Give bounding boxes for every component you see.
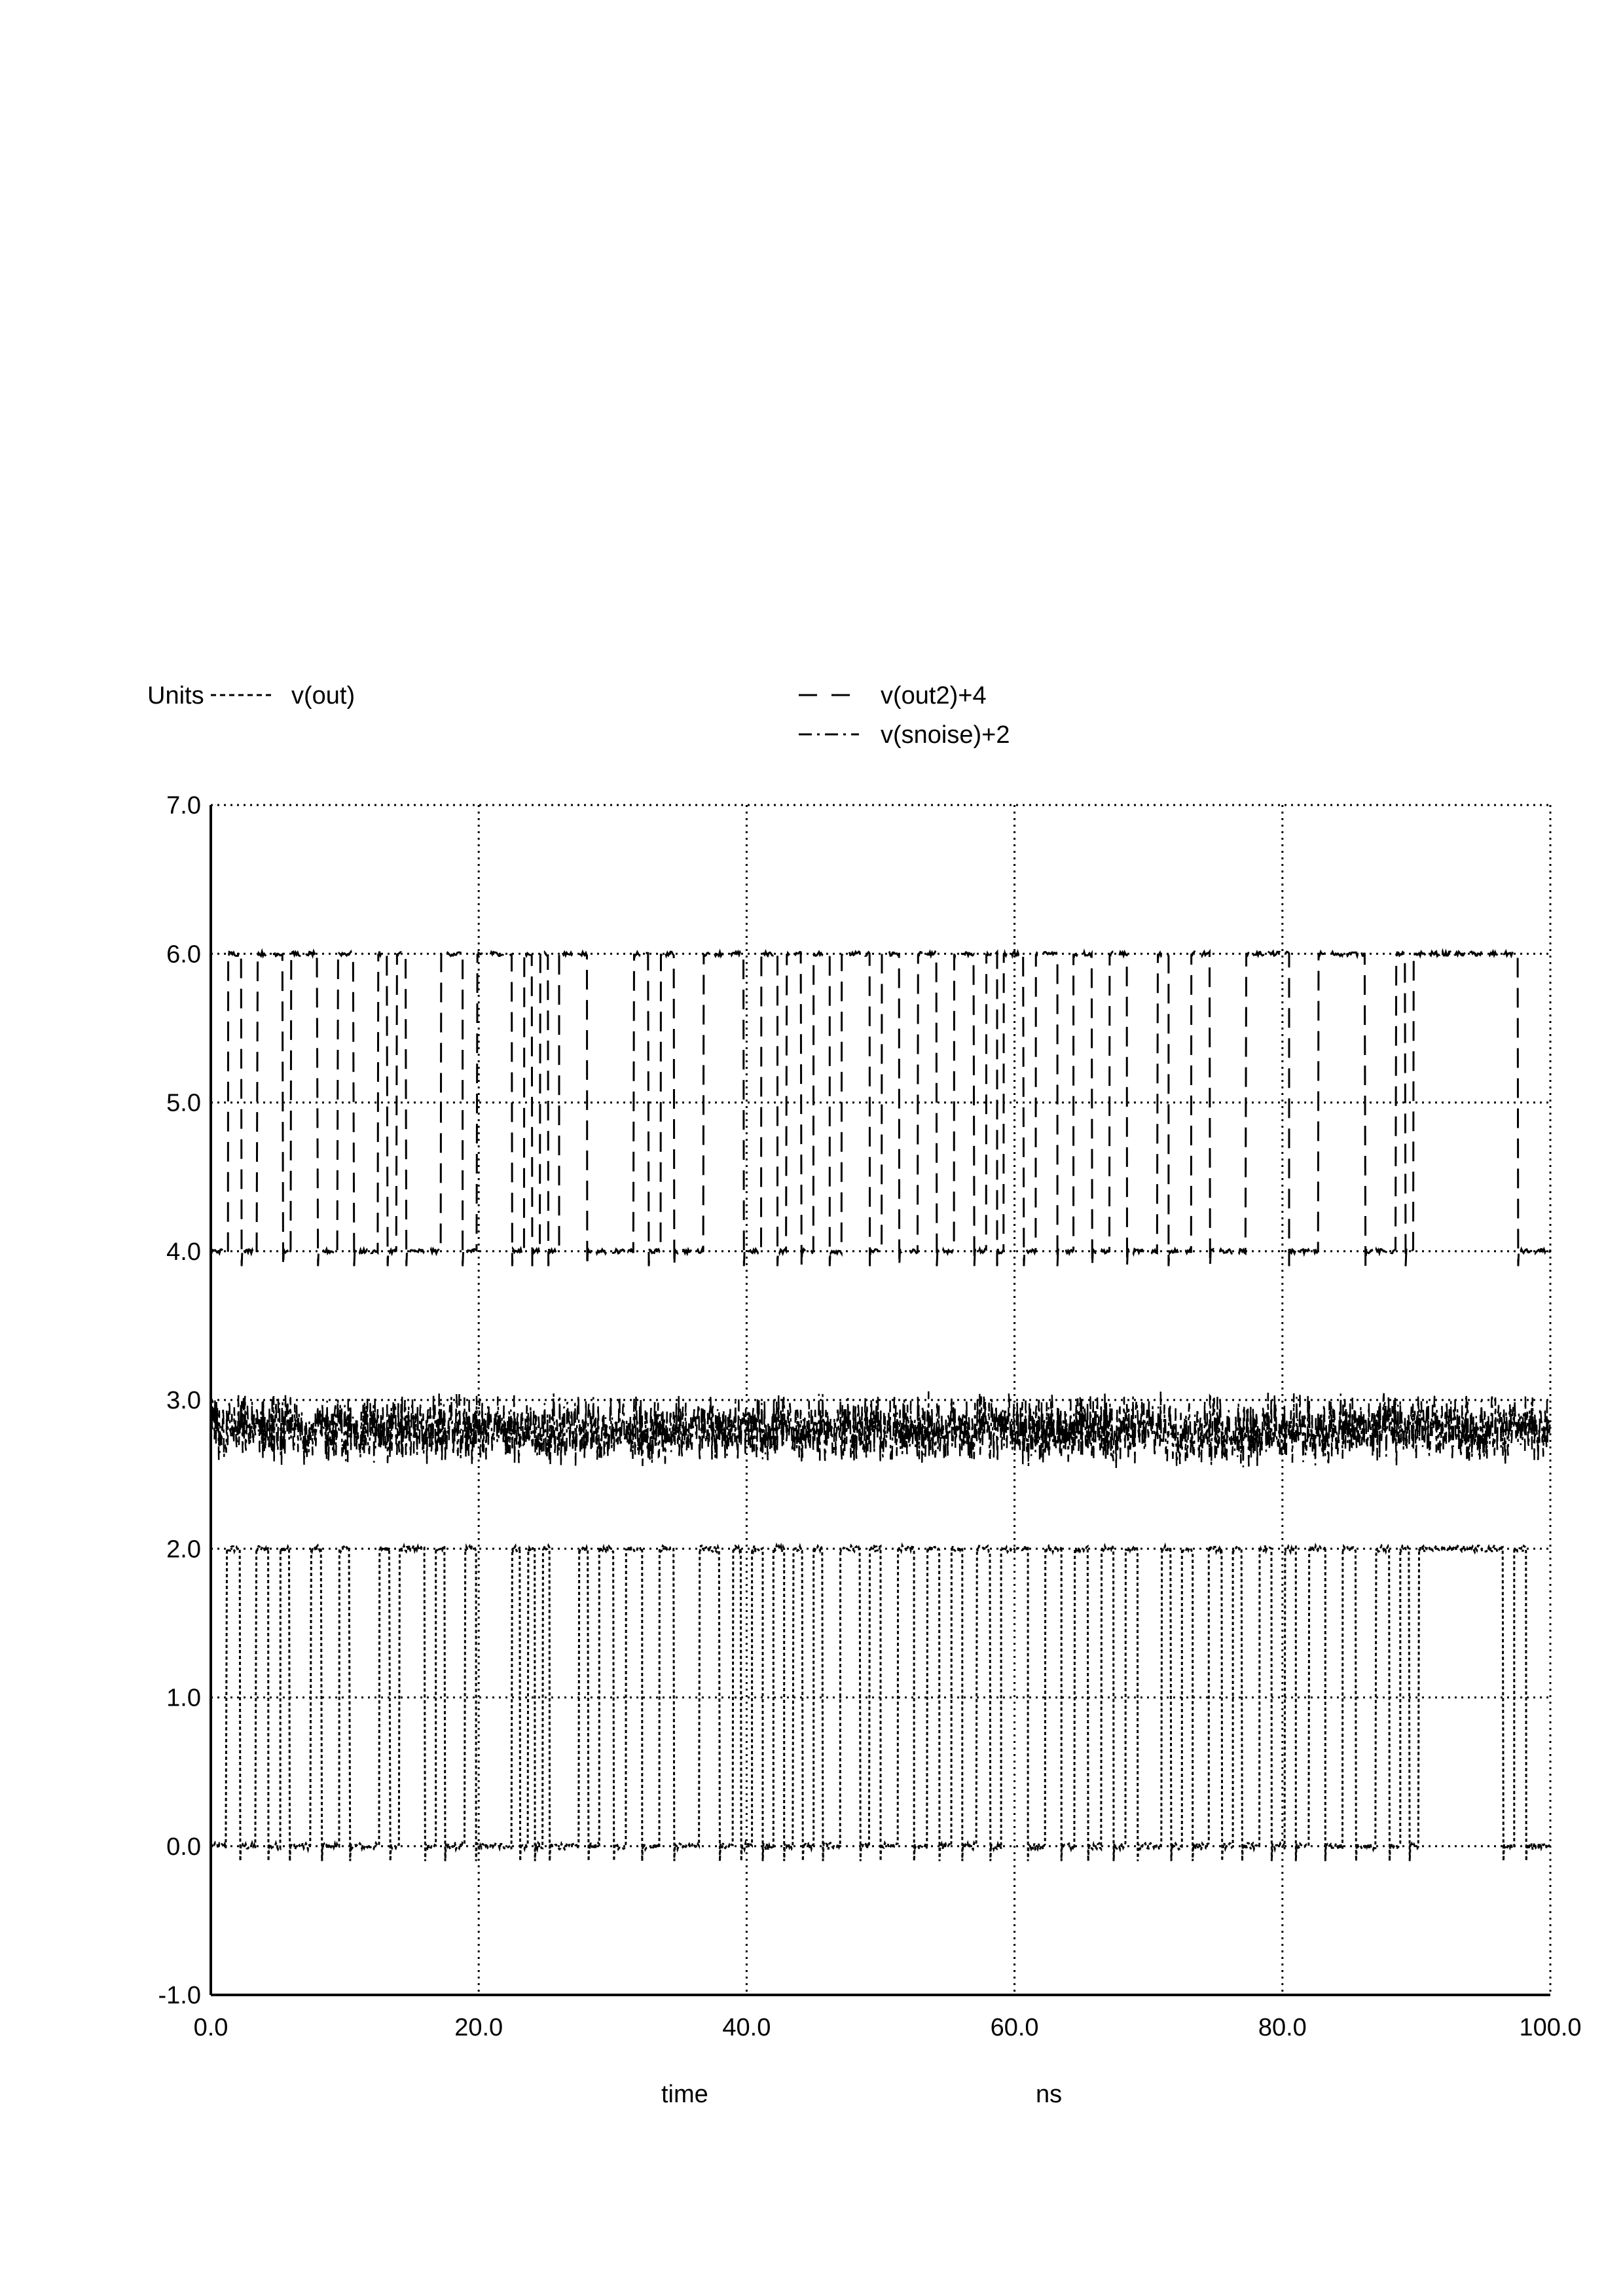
x-tick-label-0: 0.0 [194, 2014, 228, 2041]
y-tick-label-6: 5.0 [166, 1090, 201, 1117]
y-tick-label-1: 0.0 [166, 1833, 201, 1861]
x-tick-label-4: 80.0 [1258, 2014, 1307, 2041]
y-tick-label-3: 2.0 [166, 1535, 201, 1563]
series-line-1 [210, 948, 1552, 1266]
series-line-0 [210, 1542, 1551, 1861]
x-tick-label-3: 60.0 [991, 2014, 1039, 2041]
y-tick-label-7: 6.0 [166, 941, 201, 968]
y-tick-label-4: 3.0 [166, 1387, 201, 1414]
y-tick-label-5: 4.0 [166, 1238, 201, 1266]
x-tick-label-2: 40.0 [722, 2014, 771, 2041]
x-tick-label-1: 20.0 [454, 2014, 503, 2041]
legend-label-v-out2: v(out2)+4 [881, 682, 987, 709]
x-tick-label-5: 100.0 [1519, 2014, 1581, 2041]
y-tick-label-0: -1.0 [158, 1982, 201, 2009]
y-tick-label-8: 7.0 [166, 792, 201, 819]
series-layer [210, 948, 1552, 1861]
legend-label-v-out: v(out) [291, 682, 355, 709]
series-line-2 [210, 1391, 1552, 1469]
y-tick-label-2: 1.0 [166, 1685, 201, 1712]
axes [210, 805, 1550, 1996]
x-axis-label: time [661, 2081, 708, 2108]
y-axis-label: Units [147, 682, 204, 709]
x-axis-unit: ns [1036, 2081, 1062, 2108]
tick-labels: 0.0 20.0 40.0 60.0 80.0 100.0 -1.0 0.0 1.0 2.0 3.0… [158, 792, 1582, 2041]
legend-label-v-snoise: v(snoise)+2 [881, 721, 1010, 749]
